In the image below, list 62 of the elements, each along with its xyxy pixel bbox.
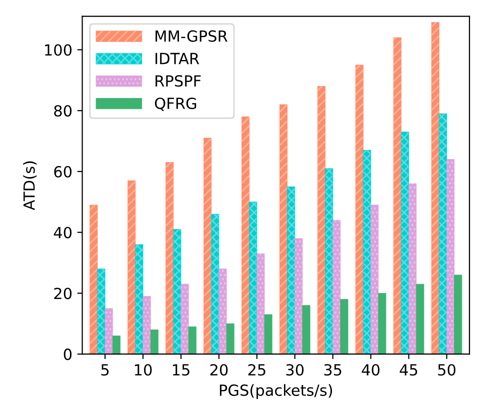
bar (317, 86, 326, 354)
bar (204, 138, 212, 354)
bar (256, 253, 265, 354)
y-tick-label: 60 (54, 166, 72, 178)
x-tick-label: 25 (248, 364, 266, 376)
bar (454, 274, 462, 354)
bar (340, 299, 348, 354)
bar (180, 284, 189, 354)
bar (294, 238, 303, 354)
bar (400, 132, 409, 354)
bar (408, 183, 417, 354)
x-tick-label: 15 (172, 364, 190, 376)
bar (112, 336, 120, 354)
bar (188, 326, 196, 354)
bar (128, 180, 136, 354)
bar (393, 37, 402, 354)
x-tick-label: 5 (101, 364, 109, 376)
bar (378, 293, 386, 354)
y-tick-label: 20 (54, 288, 72, 300)
bar (431, 22, 440, 354)
bar (150, 330, 158, 354)
y-tick-label: 0 (64, 348, 72, 360)
legend-label: QFRG (154, 98, 196, 111)
x-tick-label: 45 (400, 364, 418, 376)
bar (287, 186, 296, 354)
bar (332, 220, 341, 354)
bar (97, 268, 106, 354)
x-tick-label: 10 (134, 364, 152, 376)
bar (90, 204, 98, 354)
bar (302, 305, 310, 354)
bar (362, 150, 371, 354)
x-tick-label: 40 (362, 364, 380, 376)
bar (264, 314, 272, 354)
bar (325, 168, 334, 354)
x-tick-label: 35 (324, 364, 342, 376)
y-tick-label: 80 (54, 105, 72, 117)
bar (142, 296, 151, 354)
bar (438, 113, 447, 354)
bar (211, 214, 220, 354)
y-tick-label: 100 (45, 44, 72, 56)
bar (355, 64, 364, 354)
bar (416, 284, 424, 354)
bar (135, 244, 144, 354)
bar (226, 323, 234, 354)
legend-label: IDTAR (156, 52, 200, 64)
x-tick-label: 20 (210, 364, 228, 376)
x-tick-label: 50 (438, 364, 456, 376)
y-tick-label: 40 (54, 226, 72, 238)
bar (242, 116, 250, 354)
bar (218, 268, 227, 354)
bar (249, 202, 258, 354)
bar (173, 229, 182, 354)
bar (104, 308, 113, 354)
legend-label: RPSPF (156, 75, 201, 87)
legend-label: MM-GPSR (156, 30, 228, 42)
x-tick-label: 30 (286, 364, 304, 376)
x-axis-title: PGS(packets/s) (220, 384, 332, 399)
y-axis-title: ATD(s) (23, 161, 37, 210)
bar (279, 104, 288, 354)
bar (446, 159, 455, 354)
bar (370, 204, 379, 354)
bar (166, 162, 174, 354)
